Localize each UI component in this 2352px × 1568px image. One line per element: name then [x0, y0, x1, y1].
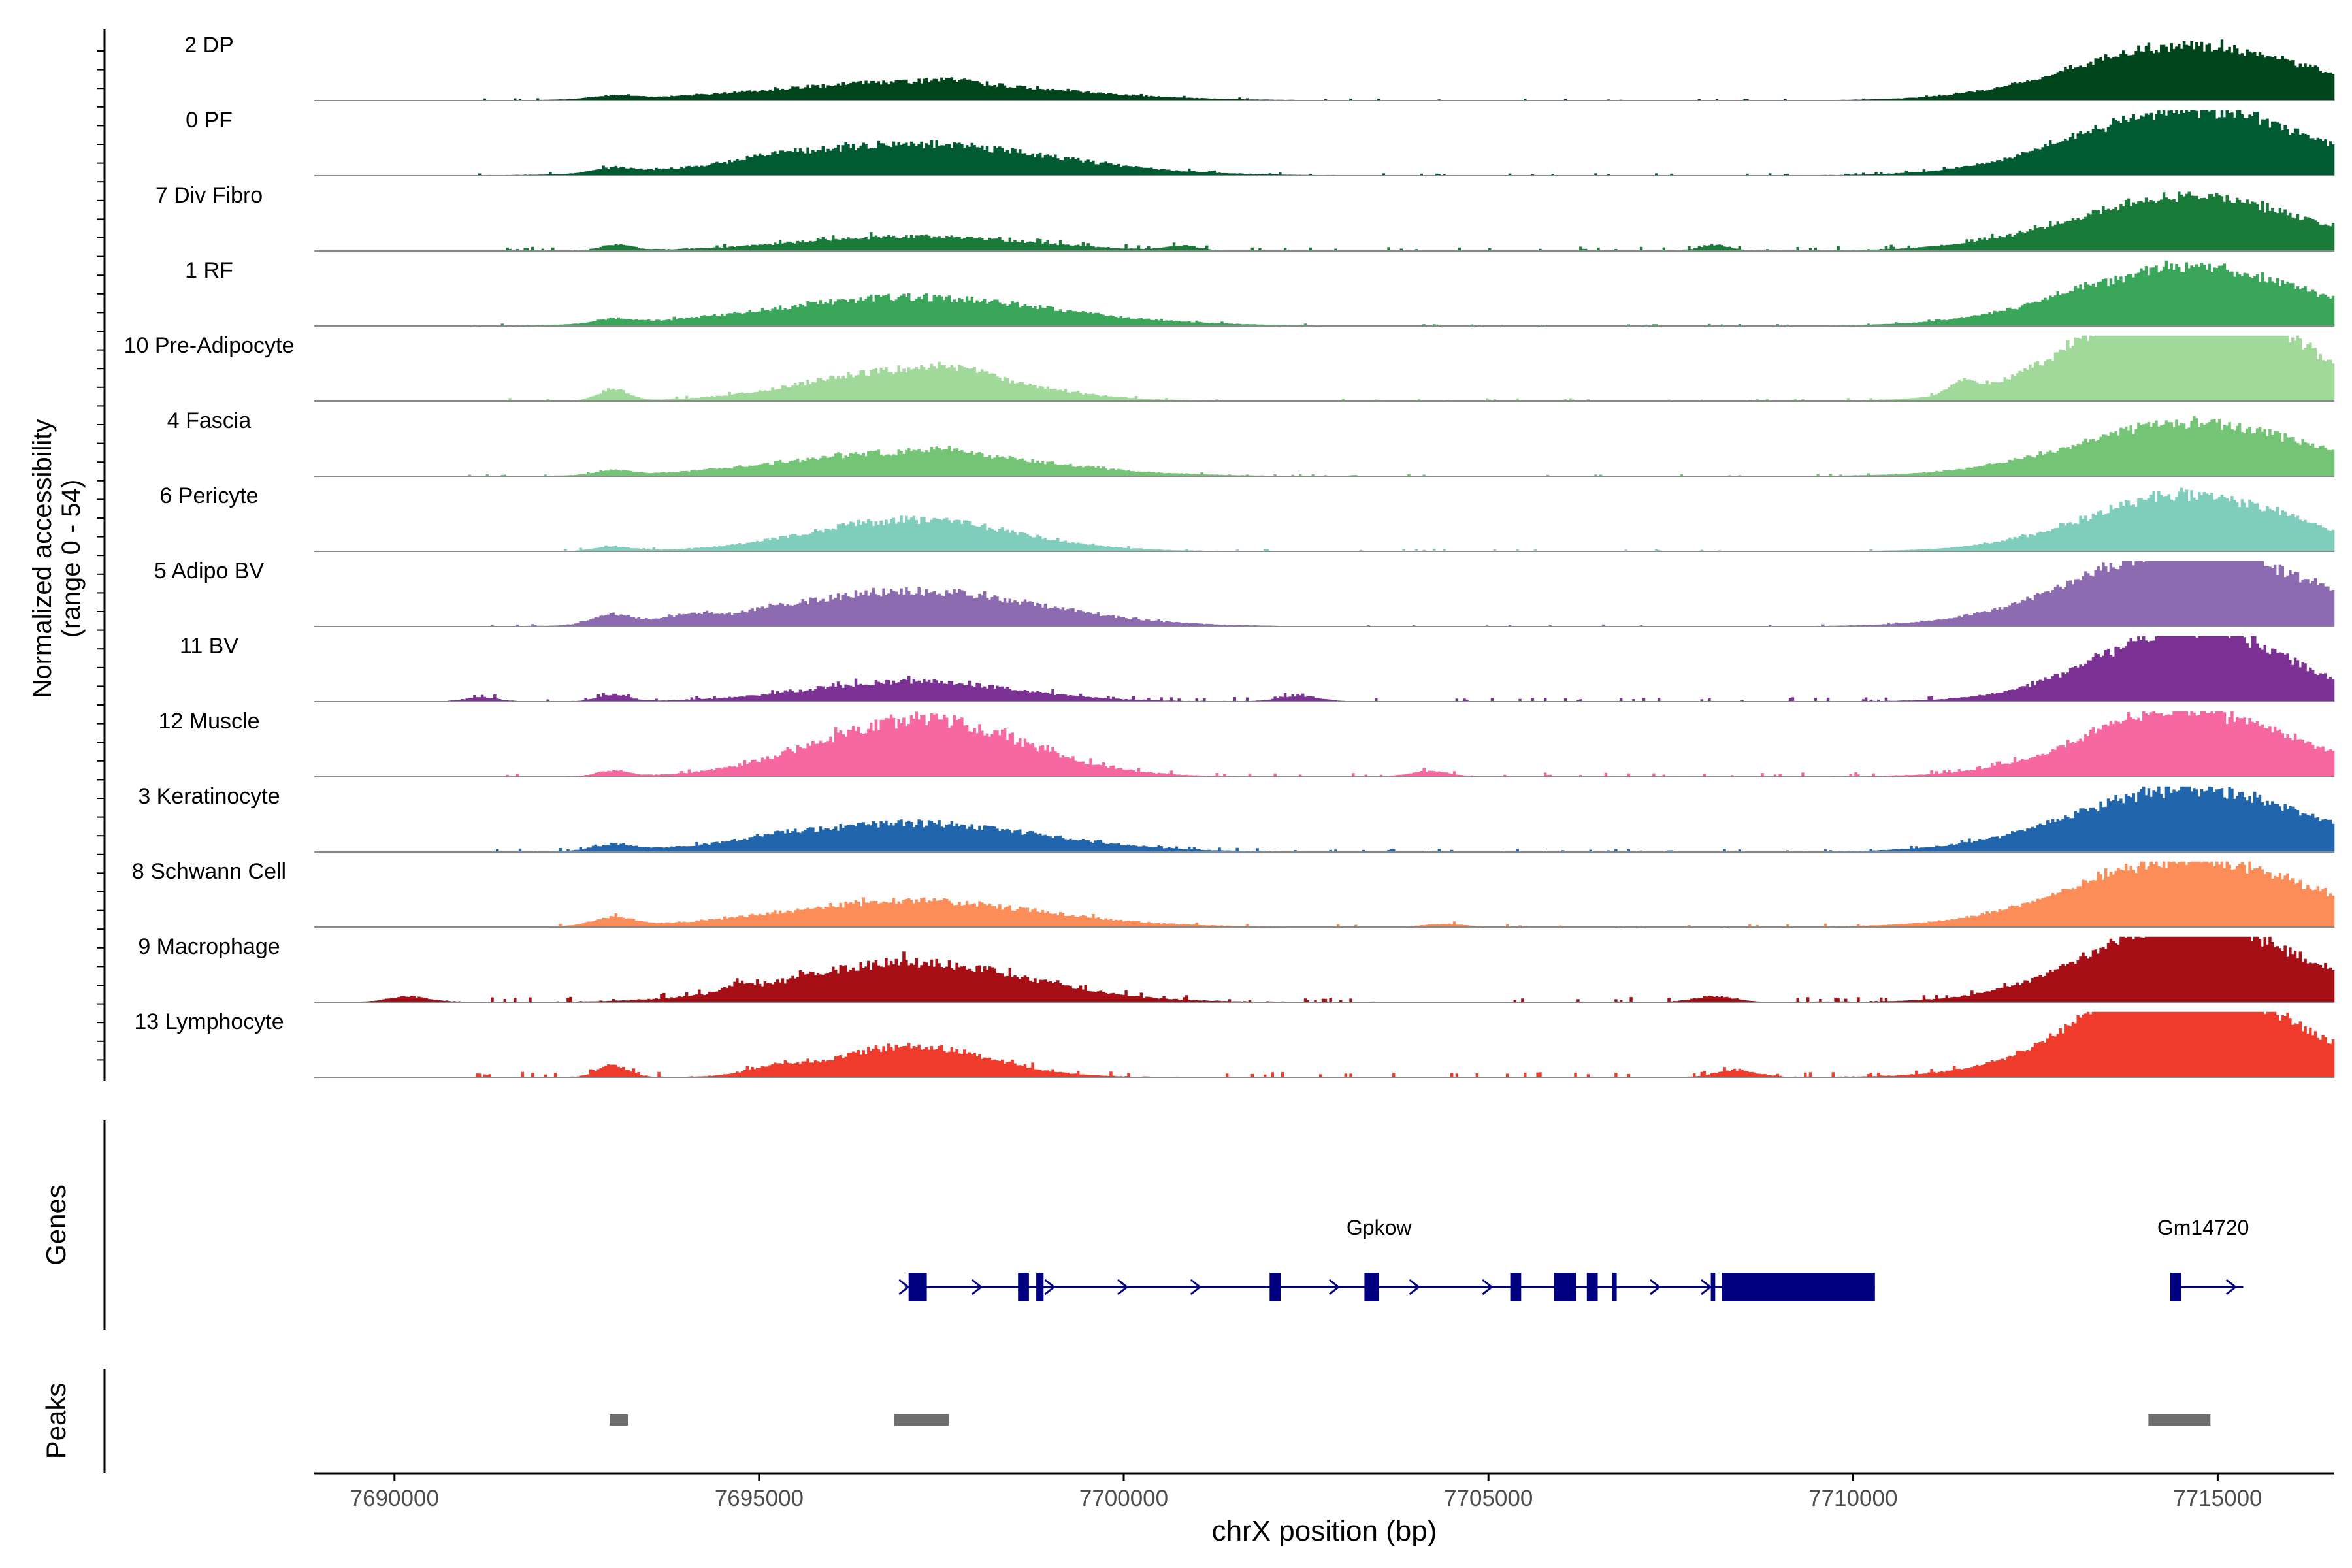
track-5-adipo-bv: 5 Adipo BV: [154, 559, 2335, 627]
x-tick-label: 7715000: [2173, 1486, 2262, 1511]
peaks-panel: Peaks: [41, 1369, 2211, 1473]
track-label: 10 Pre-Adipocyte: [124, 333, 295, 358]
track-list: 2 DP 0 PF 7 Div Fibro 1 RF 10 Pre-Adipocyte 4…: [124, 33, 2335, 1078]
strand-arrow: [1044, 1279, 1056, 1296]
coverage-area: [314, 335, 2335, 402]
strand-arrow: [2225, 1279, 2238, 1296]
track-label: 4 Fascia: [167, 408, 252, 433]
track-6-pericyte: 6 Pericyte: [159, 483, 2335, 552]
track-label: 5 Adipo BV: [154, 559, 265, 583]
track-label: 3 Keratinocyte: [138, 784, 280, 809]
strand-arrow: [1649, 1279, 1661, 1296]
track-label: 1 RF: [185, 258, 233, 283]
track-0-pf: 0 PF: [186, 108, 2335, 176]
x-axis-ticks: 7690000 7695000 7700000 7705000 7710000 77150…: [350, 1473, 2262, 1511]
coverage-area: [314, 861, 2335, 928]
y-axis-label-line2: (range 0 - 54): [57, 480, 86, 638]
track-label: 6 Pericyte: [159, 483, 258, 508]
gene-exon: [1554, 1273, 1576, 1301]
track-8-schwann-cell: 8 Schwann Cell: [132, 859, 2335, 928]
track-11-bv: 11 BV: [180, 634, 2335, 702]
track-label: 2 DP: [184, 33, 234, 57]
genes-panel: Genes Gpkow Gm14720: [41, 1120, 2249, 1330]
coverage-y-ticks: [97, 50, 105, 1061]
strand-arrow: [1117, 1279, 1129, 1296]
track-label: 13 Lymphocyte: [134, 1009, 284, 1034]
coverage-area: [314, 487, 2335, 552]
track-10-pre-adipocyte: 10 Pre-Adipocyte: [124, 333, 2335, 402]
gene-exon: [2170, 1273, 2181, 1301]
x-tick-label: 7695000: [715, 1486, 804, 1511]
x-tick-label: 7710000: [1808, 1486, 1897, 1511]
gene-label: Gm14720: [2157, 1216, 2249, 1239]
gene-label: Gpkow: [1347, 1216, 1412, 1239]
coverage-area: [314, 39, 2335, 101]
track-1-rf: 1 RF: [185, 258, 2335, 327]
track-label: 11 BV: [180, 634, 238, 659]
gene-exon: [1036, 1273, 1044, 1301]
track-label: 8 Schwann Cell: [132, 859, 286, 884]
track-label: 0 PF: [186, 108, 233, 133]
coverage-area: [314, 786, 2335, 853]
gene-exon: [1269, 1273, 1281, 1301]
y-axis-label-line1: Normalized accessibility: [28, 419, 57, 698]
genes-panel-label: Genes: [41, 1184, 71, 1266]
gene-gpkow: Gpkow: [898, 1216, 1875, 1301]
coverage-area: [314, 636, 2335, 702]
track-3-keratinocyte: 3 Keratinocyte: [138, 784, 2335, 853]
gene-gm14720: Gm14720: [2157, 1216, 2249, 1301]
coverage-area: [314, 110, 2335, 176]
strand-arrow: [971, 1279, 983, 1296]
strand-arrow: [1409, 1279, 1420, 1296]
track-13-lymphocyte: 13 Lymphocyte: [134, 1009, 2335, 1078]
coverage-area: [314, 191, 2335, 252]
gene-exon: [1018, 1273, 1029, 1301]
peaks-panel-label: Peaks: [41, 1383, 71, 1460]
coverage-area: [314, 561, 2335, 627]
peak-regions: [610, 1414, 2211, 1426]
x-tick-label: 7705000: [1444, 1486, 1533, 1511]
coverage-panel: Normalized accessibility (range 0 - 54) …: [28, 29, 2335, 1081]
strand-arrow: [898, 1279, 910, 1296]
x-axis-label: chrX position (bp): [1212, 1515, 1437, 1547]
track-label: 7 Div Fibro: [155, 183, 263, 208]
coverage-area: [314, 260, 2335, 327]
gene-models: Gpkow Gm14720: [898, 1216, 2249, 1301]
gene-exon: [1510, 1273, 1522, 1301]
track-2-dp: 2 DP: [184, 33, 2335, 101]
strand-arrow: [1328, 1279, 1341, 1296]
track-7-div-fibro: 7 Div Fibro: [155, 183, 2335, 252]
track-label: 9 Macrophage: [138, 934, 280, 959]
coverage-area: [314, 936, 2335, 1003]
gene-exon: [1710, 1273, 1716, 1301]
gene-exon: [1586, 1273, 1598, 1301]
x-axis: 7690000 7695000 7700000 7705000 7710000 77150…: [314, 1472, 2334, 1547]
peak-region: [894, 1414, 949, 1426]
peak-region: [610, 1414, 628, 1426]
track-label: 12 Muscle: [159, 709, 260, 734]
gene-exon: [1364, 1273, 1379, 1301]
x-tick-label: 7700000: [1079, 1486, 1168, 1511]
strand-arrow: [1701, 1279, 1712, 1296]
coverage-area: [314, 416, 2335, 477]
x-tick-label: 7690000: [350, 1486, 439, 1511]
gene-exon: [1722, 1273, 1875, 1301]
gene-exon: [908, 1273, 927, 1301]
gene-exon: [1612, 1273, 1617, 1301]
strand-arrow: [1190, 1279, 1202, 1296]
peak-region: [2148, 1414, 2211, 1426]
coverage-area: [314, 711, 2335, 777]
track-9-macrophage: 9 Macrophage: [138, 934, 2335, 1003]
strand-arrow: [1482, 1279, 1494, 1296]
coverage-area: [314, 1011, 2335, 1078]
track-4-fascia: 4 Fascia: [167, 408, 2335, 477]
track-12-muscle: 12 Muscle: [159, 709, 2335, 777]
